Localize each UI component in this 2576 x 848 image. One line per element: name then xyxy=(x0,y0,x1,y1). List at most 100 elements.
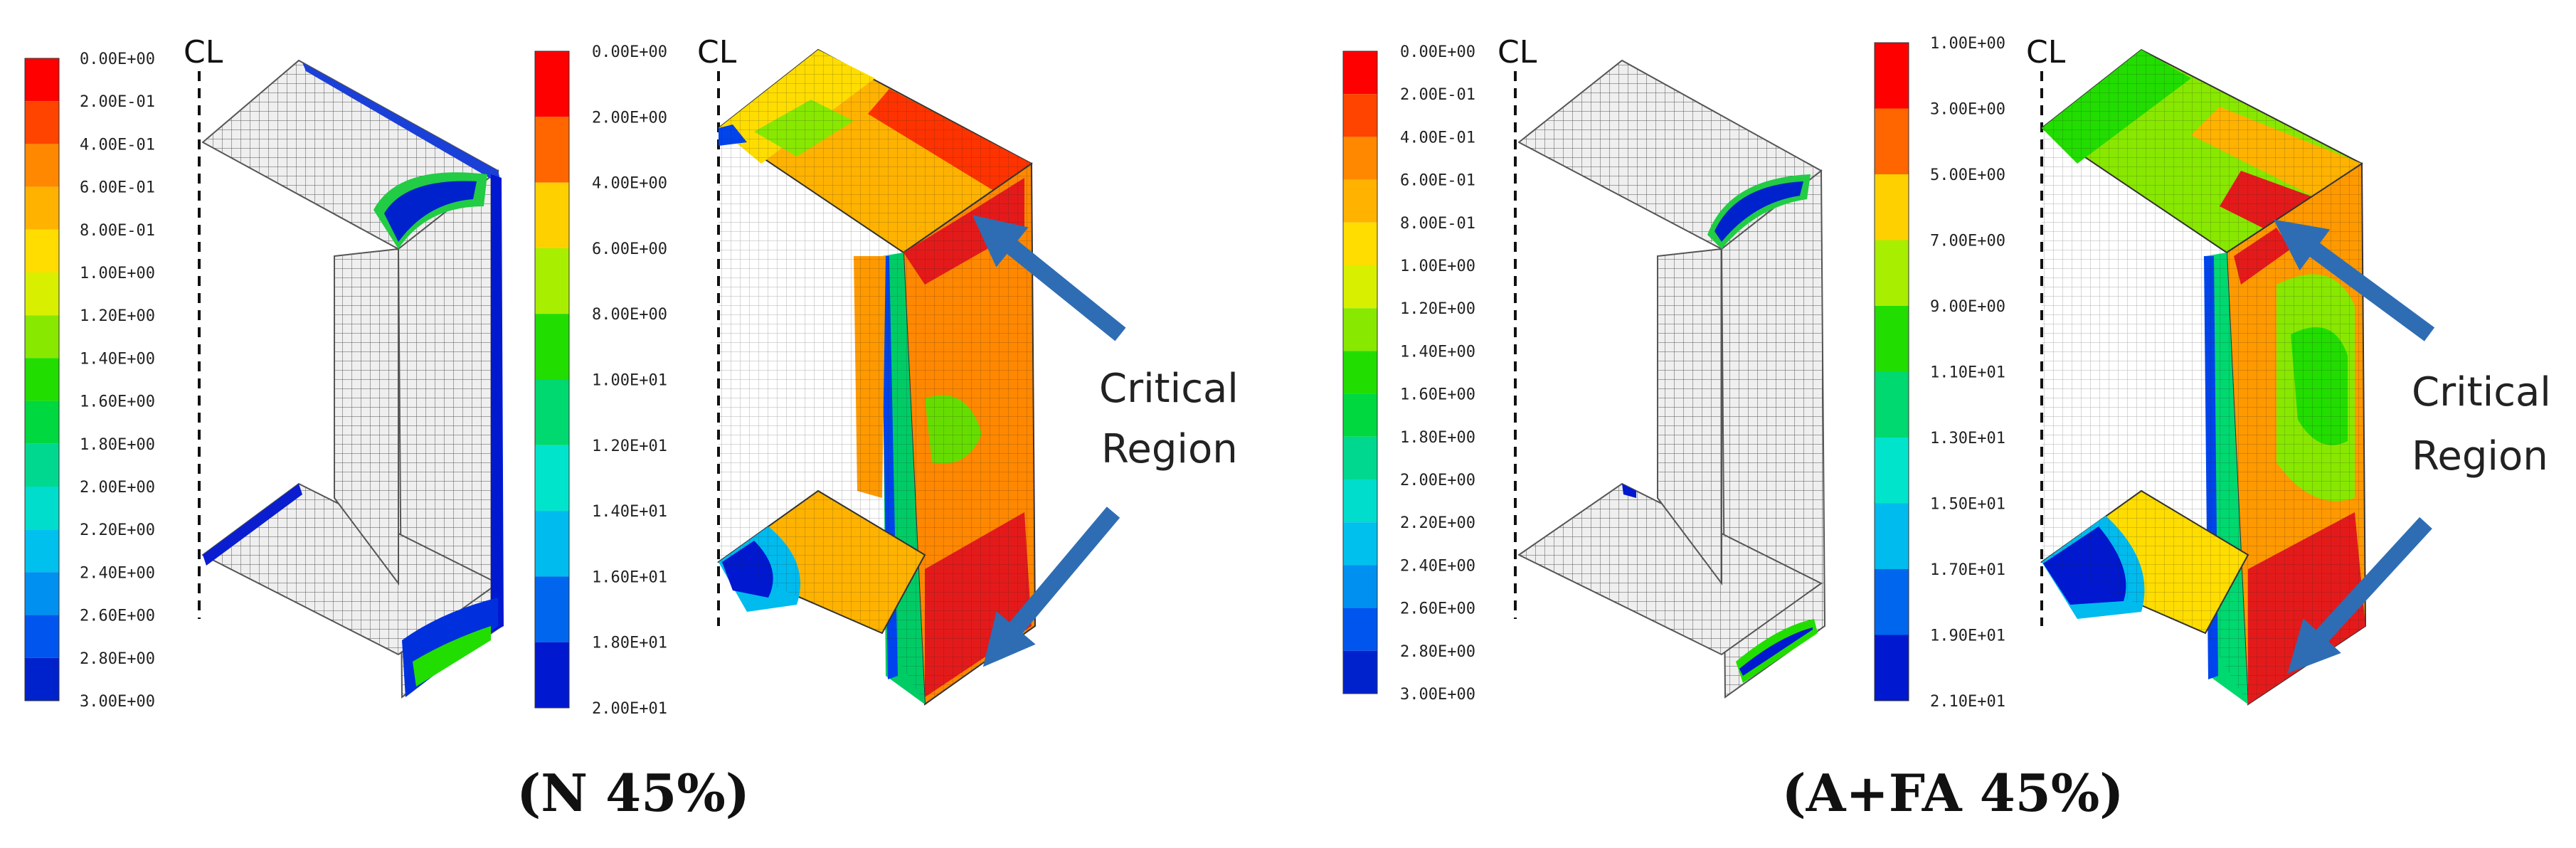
legend-swatch xyxy=(535,248,569,314)
legend-tick-label: 3.00E+00 xyxy=(80,693,155,711)
legend-left-p2: 0.00E+00 2.00E-01 4.00E-01 6.00E-01 8.00E-01… xyxy=(1342,43,1475,704)
legend-swatch xyxy=(535,576,569,642)
legend-swatch xyxy=(25,229,59,272)
legend-tick-label: 1.00E+01 xyxy=(592,372,667,390)
legend-tick-label: 1.20E+00 xyxy=(1400,300,1475,318)
legend-swatch xyxy=(25,487,59,530)
legend-swatch xyxy=(535,117,569,183)
legend-swatch xyxy=(535,182,569,248)
legend-tick-label: 2.00E+00 xyxy=(80,479,155,497)
legend-swatch xyxy=(25,144,59,187)
legend-tick-label: 0.00E+00 xyxy=(80,51,155,68)
legend-tick-label: 2.40E+00 xyxy=(80,564,155,582)
legend-swatch xyxy=(25,272,59,316)
legend-swatch xyxy=(535,511,569,577)
legend-border xyxy=(534,51,570,709)
legend-tick-label: 2.60E+00 xyxy=(1400,600,1475,618)
legend-swatch xyxy=(535,379,569,445)
legend-tick-label: 1.20E+01 xyxy=(592,438,667,455)
legend-tick-label: 2.00E-01 xyxy=(80,93,155,111)
legend-tick-label: 5.00E+00 xyxy=(1930,166,2005,184)
legend-tick-label: 1.60E+00 xyxy=(1400,386,1475,404)
legend-tick-label: 4.00E-01 xyxy=(1400,129,1475,147)
legend-tick-label: 1.60E+01 xyxy=(592,568,667,586)
legend-tick-label: 1.00E+00 xyxy=(1930,35,2005,53)
legend-tick-label: 1.80E+00 xyxy=(80,436,155,454)
cl-label: CL xyxy=(697,34,737,70)
legend-tick-label: 2.20E+00 xyxy=(1400,514,1475,532)
legend-swatch xyxy=(1343,265,1377,309)
legend-swatch xyxy=(25,186,59,230)
legend-tick-label: 4.00E-01 xyxy=(80,136,155,154)
legend-tick-label: 2.00E+00 xyxy=(1400,472,1475,489)
legend-tick-label: 1.50E+01 xyxy=(1930,496,2005,514)
legend-swatch xyxy=(1343,608,1377,651)
legend-tick-label: 1.80E+01 xyxy=(592,635,667,652)
legend-swatch xyxy=(1343,565,1377,608)
caption: (A+FA 45%) xyxy=(1782,763,2124,823)
legend-swatch xyxy=(535,445,569,512)
legend-tick-label: 2.80E+00 xyxy=(1400,643,1475,661)
legend-tick-label: 0.00E+00 xyxy=(1400,43,1475,61)
legend-tick-label: 9.00E+00 xyxy=(1930,298,2005,316)
annotation-region: Region xyxy=(2412,433,2548,479)
legend-left-p1: 0.00E+00 2.00E-01 4.00E-01 6.00E-01 8.00E-01… xyxy=(24,51,155,711)
legend-tick-label: 8.00E+00 xyxy=(592,306,667,324)
annotation-critical: Critical xyxy=(2412,369,2551,415)
legend-swatch xyxy=(25,443,59,487)
legend-tick-label: 3.00E+00 xyxy=(1400,686,1475,704)
legend-swatch xyxy=(1875,503,1909,569)
legend-tick-label: 1.00E+00 xyxy=(80,265,155,282)
legend-swatch xyxy=(1343,351,1377,394)
arrow-lower xyxy=(2287,516,2432,674)
legend-swatch xyxy=(25,572,59,615)
legend-right-p1: 0.00E+00 2.00E+00 4.00E+00 6.00E+00 8.00E+00… xyxy=(534,43,667,718)
cl-label: CL xyxy=(2026,34,2066,70)
legend-swatch xyxy=(25,615,59,658)
legend-tick-label: 2.10E+01 xyxy=(1930,693,2005,711)
legend-tick-label: 2.00E-01 xyxy=(1400,86,1475,104)
legend-swatch xyxy=(1875,240,1909,306)
legend-tick-label: 1.10E+01 xyxy=(1930,364,2005,382)
legend-swatch xyxy=(25,358,59,401)
legend-swatch xyxy=(535,51,569,117)
model-channel-colored-p1 xyxy=(716,48,1037,706)
arrow-upper xyxy=(2274,219,2435,341)
legend-swatch xyxy=(1875,635,1909,701)
legend-swatch xyxy=(1875,371,1909,438)
legend-tick-label: 2.40E+00 xyxy=(1400,557,1475,575)
legend-swatch xyxy=(25,101,59,144)
legend-right-p2: 1.00E+00 3.00E+00 5.00E+00 7.00E+00 9.00E+00… xyxy=(1874,35,2005,711)
legend-swatch xyxy=(1343,94,1377,137)
model-channel-colored-p2 xyxy=(2040,48,2367,706)
legend-swatch xyxy=(1875,306,1909,372)
legend-tick-label: 2.60E+00 xyxy=(80,608,155,625)
cl-label: CL xyxy=(184,34,223,70)
legend-tick-label: 1.40E+00 xyxy=(1400,343,1475,361)
legend-swatch xyxy=(25,58,59,102)
legend-swatch xyxy=(25,315,59,359)
legend-tick-label: 1.60E+00 xyxy=(80,393,155,411)
legend-tick-label: 6.00E-01 xyxy=(80,179,155,197)
legend-swatch xyxy=(1875,569,1909,635)
legend-tick-label: 1.80E+00 xyxy=(1400,429,1475,447)
legend-tick-label: 1.20E+00 xyxy=(80,307,155,325)
legend-tick-label: 1.40E+00 xyxy=(80,350,155,368)
cl-label: CL xyxy=(1498,34,1537,70)
legend-border xyxy=(1874,42,1909,701)
legend-swatch xyxy=(1343,179,1377,223)
legend-swatch xyxy=(25,401,59,444)
legend-tick-label: 3.00E+00 xyxy=(1930,101,2005,119)
legend-swatch xyxy=(1343,393,1377,437)
legend-tick-label: 1.90E+01 xyxy=(1930,627,2005,645)
arrow-lower xyxy=(982,507,1120,667)
legend-tick-label: 1.70E+01 xyxy=(1930,561,2005,579)
legend-tick-label: 4.00E+00 xyxy=(592,175,667,193)
legend-tick-label: 8.00E-01 xyxy=(1400,215,1475,233)
legend-swatch xyxy=(1875,438,1909,504)
legend-border xyxy=(24,58,60,701)
annotation-region: Region xyxy=(1101,426,1238,472)
annotation-critical: Critical xyxy=(1099,366,1239,412)
legend-border xyxy=(1342,51,1378,694)
